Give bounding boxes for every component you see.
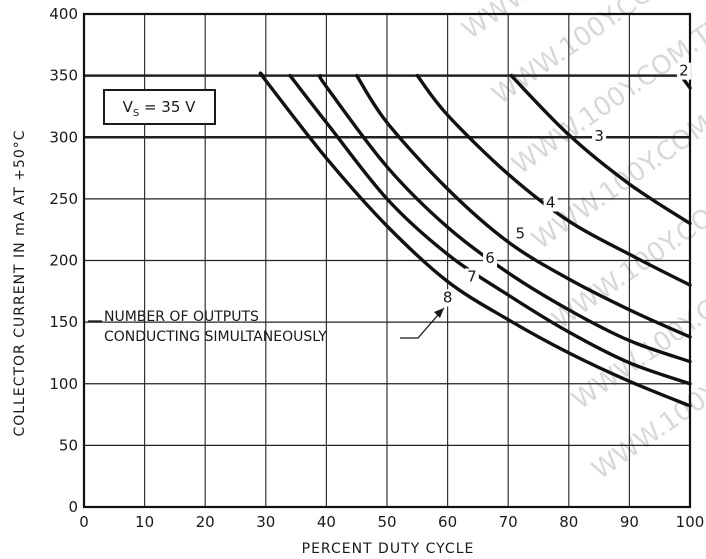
curve-label-bg <box>464 268 479 286</box>
x-tick-label: 50 <box>377 513 396 531</box>
curve-label-bg <box>483 249 498 267</box>
curve-labels: 2 3 4 5 678 <box>440 62 691 307</box>
y-axis-title: COLLECTOR CURRENT IN mA AT +50°C <box>12 129 28 436</box>
x-tick-label: 0 <box>79 513 89 531</box>
x-tick-label: 20 <box>196 513 215 531</box>
x-tick-label: 40 <box>317 513 336 531</box>
y-tick-label: 0 <box>68 498 78 516</box>
series-curve-4 <box>415 73 692 287</box>
curve-label-bg <box>440 289 455 307</box>
series-curves <box>258 71 692 408</box>
curve-label-bg <box>592 127 607 145</box>
condition-text: VS = 35 V <box>123 98 197 119</box>
y-tick-label: 150 <box>49 313 78 331</box>
y-tick-label: 250 <box>49 190 78 208</box>
condition-box <box>103 89 216 125</box>
annotation-arrowhead <box>434 308 444 318</box>
curve-label-bg <box>543 194 558 212</box>
curve-label-5: 5 <box>516 224 526 242</box>
x-tick-label: 60 <box>438 513 457 531</box>
y-tick-label: 350 <box>49 67 78 85</box>
curve-label-8: 8 <box>443 288 453 306</box>
curve-label-bg <box>676 62 691 80</box>
curve-label-2: 2 <box>679 62 689 80</box>
y-tick-label: 50 <box>59 436 78 454</box>
x-tick-label: 30 <box>256 513 275 531</box>
y-tick-label: 400 <box>49 5 78 23</box>
curve-label-bg <box>513 225 528 243</box>
y-tick-label: 100 <box>49 375 78 393</box>
x-tick-label: 10 <box>135 513 154 531</box>
watermark: WWW.100Y.COM.TWWWW.100Y.COM.TWWWW.100Y.C… <box>457 0 706 486</box>
x-tick-label: 80 <box>559 513 578 531</box>
curve-label-3: 3 <box>594 127 604 145</box>
annotation-leader-arrow <box>400 307 445 339</box>
annotation-line-1: NUMBER OF OUTPUTS <box>104 309 259 325</box>
x-tick-label: 90 <box>620 513 639 531</box>
y-tick-label: 300 <box>49 128 78 146</box>
curve-label-4: 4 <box>546 194 556 212</box>
grid <box>82 12 692 509</box>
series-curve-6 <box>317 73 692 364</box>
x-axis-title: PERCENT DUTY CYCLE <box>302 541 475 557</box>
series-curve-8 <box>258 71 692 408</box>
series-curve-5 <box>355 73 692 339</box>
annotation-line-2: CONDUCTING SIMULTANEOUSLY <box>104 329 327 345</box>
y-tick-label: 200 <box>49 252 78 270</box>
plot-frame <box>82 12 692 509</box>
tick-labels: 0 10 20 30 40 50 60 70 80 90 100 0 50 100 150 200 250 300… <box>49 5 704 531</box>
curve-label-7: 7 <box>467 267 477 285</box>
x-tick-label: 100 <box>676 513 705 531</box>
series-curve-3 <box>509 73 692 226</box>
x-tick-label: 70 <box>499 513 518 531</box>
curve-label-6: 6 <box>485 249 495 267</box>
